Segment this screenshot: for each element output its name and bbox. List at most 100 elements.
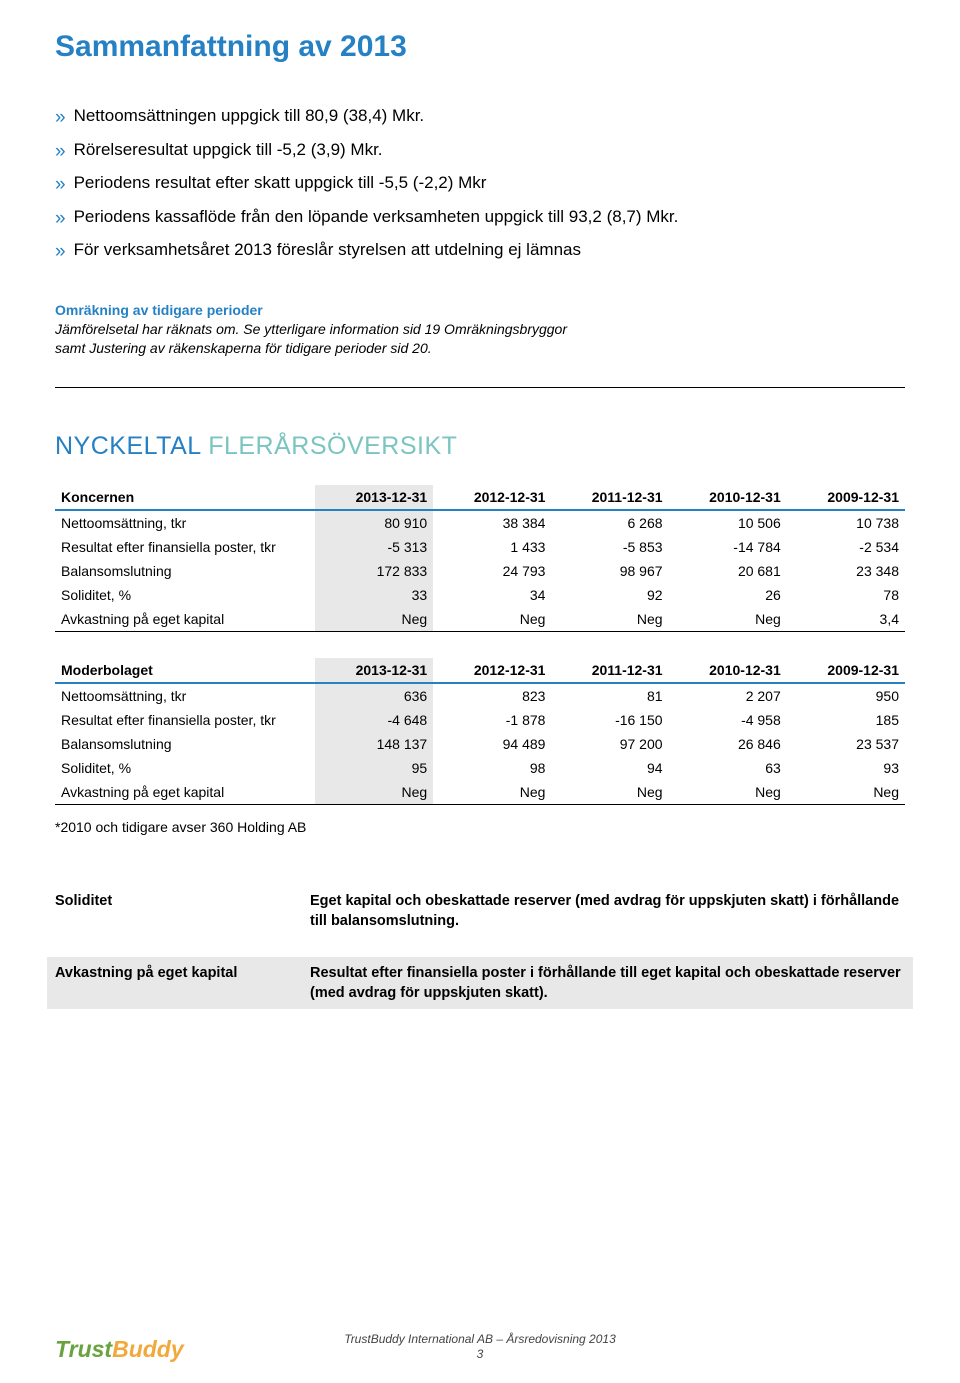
- cell: 98: [433, 756, 551, 780]
- cell: -4 648: [315, 708, 433, 732]
- bullet-marker-icon: »: [55, 138, 66, 166]
- cell: -1 878: [433, 708, 551, 732]
- table-row: Balansomslutning172 83324 79398 96720 68…: [55, 559, 905, 583]
- bullet-marker-icon: »: [55, 238, 66, 266]
- heading-part-blue: NYCKELTAL: [55, 432, 201, 460]
- table-caption: Koncernen: [55, 485, 315, 510]
- note-body: Jämförelsetal har räknats om. Se ytterli…: [55, 320, 905, 359]
- cell: 93: [787, 756, 905, 780]
- summary-bullet-list: » Nettoomsättningen uppgick till 80,9 (38…: [55, 104, 905, 266]
- cell: 950: [787, 683, 905, 708]
- bullet-item: » Periodens kassaflöde från den löpande v…: [55, 205, 905, 233]
- table-koncernen: Koncernen 2013-12-31 2012-12-31 2011-12-…: [55, 485, 905, 632]
- bullet-item: »För verksamhetsåret 2013 föreslår styre…: [55, 238, 905, 266]
- definition-term: Avkastning på eget kapital: [55, 963, 310, 983]
- cell: 185: [787, 708, 905, 732]
- cell: 81: [551, 683, 668, 708]
- cell: 33: [315, 583, 433, 607]
- cell: 1 433: [433, 535, 551, 559]
- cell: Neg: [787, 780, 905, 805]
- cell: 63: [669, 756, 787, 780]
- row-label: Balansomslutning: [55, 559, 315, 583]
- row-label: Soliditet, %: [55, 756, 315, 780]
- bullet-text: Nettoomsättningen uppgick till 80,9 (38,…: [74, 104, 905, 129]
- cell: -4 958: [669, 708, 787, 732]
- definition-term: Soliditet: [55, 891, 310, 911]
- cell: 24 793: [433, 559, 551, 583]
- col-header: 2010-12-31: [669, 485, 787, 510]
- heading-part-teal: FLERÅRSÖVERSIKT: [201, 432, 458, 460]
- row-label: Soliditet, %: [55, 583, 315, 607]
- table-row: Resultat efter finansiella poster, tkr-4…: [55, 708, 905, 732]
- cell: 38 384: [433, 510, 551, 535]
- page-title: Sammanfattning av 2013: [55, 30, 905, 64]
- bullet-marker-icon: »: [55, 171, 66, 199]
- cell: Neg: [433, 780, 551, 805]
- table-row: Soliditet, %3334922678: [55, 583, 905, 607]
- cell: 6 268: [551, 510, 668, 535]
- bullet-item: » Periodens resultat efter skatt uppgick …: [55, 171, 905, 199]
- cell: 26: [669, 583, 787, 607]
- row-label: Nettoomsättning, tkr: [55, 683, 315, 708]
- cell: 636: [315, 683, 433, 708]
- table-caption: Moderbolaget: [55, 658, 315, 683]
- brand-part-green: Trust: [55, 1336, 112, 1362]
- cell: Neg: [669, 607, 787, 632]
- table-row: Avkastning på eget kapitalNegNegNegNegNe…: [55, 780, 905, 805]
- cell: 78: [787, 583, 905, 607]
- col-header: 2012-12-31: [433, 658, 551, 683]
- cell: Neg: [315, 607, 433, 632]
- row-label: Avkastning på eget kapital: [55, 607, 315, 632]
- col-header: 2013-12-31: [315, 485, 433, 510]
- bullet-item: » Rörelseresultat uppgick till -5,2 (3,9)…: [55, 138, 905, 166]
- definition-row: Avkastning på eget kapital Resultat efte…: [47, 957, 913, 1009]
- cell: 98 967: [551, 559, 668, 583]
- cell: -5 313: [315, 535, 433, 559]
- bullet-item: » Nettoomsättningen uppgick till 80,9 (38…: [55, 104, 905, 132]
- cell: 23 537: [787, 732, 905, 756]
- cell: 148 137: [315, 732, 433, 756]
- table-moderbolaget: Moderbolaget 2013-12-31 2012-12-31 2011-…: [55, 658, 905, 805]
- row-label: Resultat efter finansiella poster, tkr: [55, 535, 315, 559]
- cell: 20 681: [669, 559, 787, 583]
- table-row: Resultat efter finansiella poster, tkr-5…: [55, 535, 905, 559]
- cell: Neg: [551, 780, 668, 805]
- col-header: 2009-12-31: [787, 485, 905, 510]
- col-header: 2011-12-31: [551, 658, 668, 683]
- row-label: Resultat efter finansiella poster, tkr: [55, 708, 315, 732]
- col-header: 2012-12-31: [433, 485, 551, 510]
- table-row: Nettoomsättning, tkr80 91038 3846 26810 …: [55, 510, 905, 535]
- cell: Neg: [315, 780, 433, 805]
- bullet-text: Rörelseresultat uppgick till -5,2 (3,9) …: [74, 138, 905, 163]
- cell: 34: [433, 583, 551, 607]
- cell: 823: [433, 683, 551, 708]
- cell: 80 910: [315, 510, 433, 535]
- cell: Neg: [669, 780, 787, 805]
- section-divider: [55, 387, 905, 388]
- table-row: Avkastning på eget kapitalNegNegNegNeg3,…: [55, 607, 905, 632]
- definition-row: Soliditet Eget kapital och obeskattade r…: [55, 891, 905, 931]
- note-body-line: Jämförelsetal har räknats om. Se ytterli…: [55, 321, 567, 337]
- page-number: 3: [477, 1347, 484, 1361]
- cell: 94: [551, 756, 668, 780]
- overview-heading: NYCKELTAL FLERÅRSÖVERSIKT: [55, 432, 905, 461]
- cell: 172 833: [315, 559, 433, 583]
- bullet-marker-icon: »: [55, 205, 66, 233]
- cell: -5 853: [551, 535, 668, 559]
- row-label: Balansomslutning: [55, 732, 315, 756]
- cell: 23 348: [787, 559, 905, 583]
- note-heading: Omräkning av tidigare perioder: [55, 302, 905, 318]
- bullet-marker-icon: »: [55, 104, 66, 132]
- cell: 3,4: [787, 607, 905, 632]
- page-footer: TrustBuddy TrustBuddy International AB –…: [0, 1336, 960, 1363]
- cell: Neg: [433, 607, 551, 632]
- cell: 10 506: [669, 510, 787, 535]
- bullet-text: Periodens kassaflöde från den löpande ve…: [74, 205, 905, 230]
- cell: 2 207: [669, 683, 787, 708]
- table-row: Soliditet, %9598946393: [55, 756, 905, 780]
- footer-line: TrustBuddy International AB – Årsredovis…: [344, 1332, 616, 1346]
- row-label: Nettoomsättning, tkr: [55, 510, 315, 535]
- col-header: 2009-12-31: [787, 658, 905, 683]
- col-header: 2011-12-31: [551, 485, 668, 510]
- bullet-text: Periodens resultat efter skatt uppgick t…: [74, 171, 905, 196]
